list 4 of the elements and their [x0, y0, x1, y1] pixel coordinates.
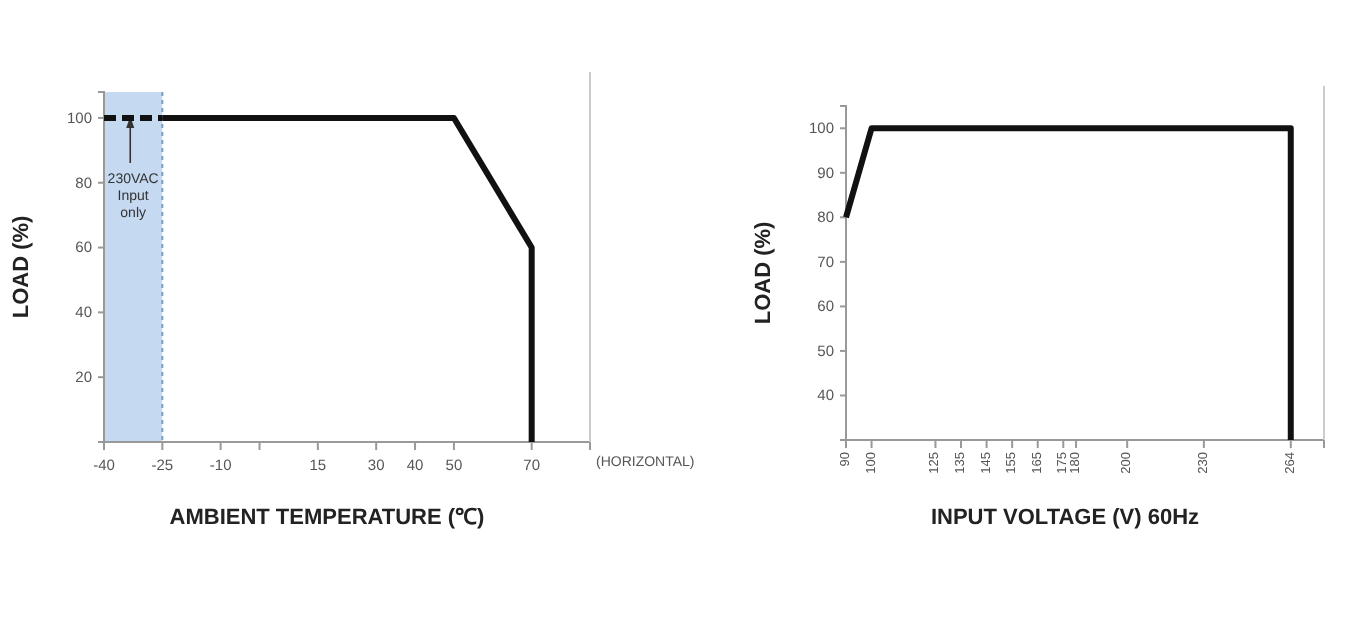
x-axis-title: INPUT VOLTAGE (V) 60Hz: [930, 506, 1201, 530]
y-axis-title: LOAD (%): [10, 215, 34, 319]
y-axis-title: LOAD (%): [752, 221, 776, 325]
x-axis-title: AMBIENT TEMPERATURE (℃): [169, 506, 486, 530]
